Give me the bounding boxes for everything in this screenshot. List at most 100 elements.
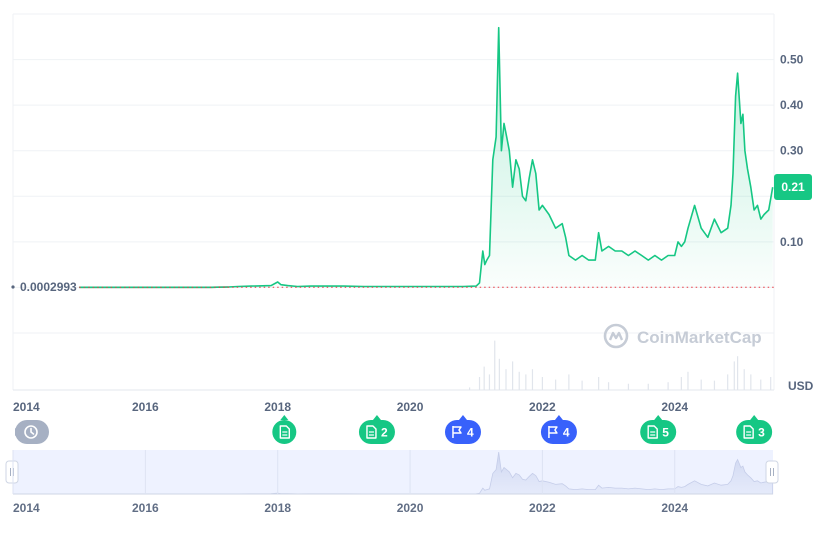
volume-bar	[647, 383, 649, 390]
start-price-text: 0.0002993	[20, 280, 77, 294]
clock-history-icon	[24, 425, 38, 439]
event-news-marker[interactable]: 2	[358, 415, 395, 444]
current-price-tag: 0.21	[774, 174, 812, 200]
volume-bars	[469, 340, 772, 390]
volume-bar	[555, 379, 557, 390]
volume-bar	[518, 371, 520, 390]
events-row: 2 4 4 5 3	[272, 415, 773, 444]
event-marker-pointer	[280, 415, 289, 420]
navigator-x-tick-label: 2018	[264, 501, 291, 515]
price-line[interactable]	[79, 26, 774, 289]
x-tick-label: 2020	[397, 400, 424, 414]
volume-bar	[713, 380, 716, 390]
volume-bar	[478, 377, 481, 390]
event-count: 4	[563, 426, 570, 440]
navigator-x-tick-label: 2022	[529, 501, 556, 515]
volume-bar	[627, 383, 630, 390]
start-price-label: 0.0002993	[11, 280, 77, 294]
event-count: 4	[467, 426, 474, 440]
event-flag-marker[interactable]: 4	[444, 415, 481, 444]
flag-icon	[548, 426, 558, 438]
event-marker-pointer	[750, 415, 759, 420]
volume-bar	[469, 387, 471, 390]
start-price-dot	[11, 285, 15, 289]
volume-bar	[770, 377, 772, 390]
event-marker-body	[358, 420, 395, 444]
navigator-left-handle[interactable]	[5, 460, 19, 484]
volume-bar	[680, 377, 682, 390]
event-marker-body	[736, 420, 773, 444]
flag-icon	[452, 426, 462, 438]
volume-bar	[541, 377, 543, 390]
volume-bar	[737, 356, 739, 390]
volume-bar	[607, 382, 610, 390]
volume-bar	[483, 366, 485, 390]
current-price-text: 0.21	[781, 180, 805, 194]
event-marker-body	[540, 420, 577, 444]
drag-handle-icon	[770, 468, 774, 476]
volume-bar	[581, 380, 583, 390]
current-price-box	[774, 174, 812, 200]
event-news-marker[interactable]	[272, 415, 297, 444]
y-tick-label: 0.50	[780, 53, 804, 67]
x-tick-label: 2018	[264, 400, 291, 414]
volume-bar	[512, 361, 514, 390]
volume-bar	[760, 379, 762, 390]
range-navigator[interactable]	[5, 450, 779, 495]
volume-bar	[598, 377, 600, 390]
y-tick-label: 0.40	[780, 98, 804, 112]
y-tick-label: 0.30	[780, 144, 804, 158]
x-tick-label: 2016	[132, 400, 159, 414]
coinmarketcap-watermark: CoinMarketCap	[603, 323, 762, 349]
price-area	[79, 27, 773, 288]
event-marker-body	[444, 420, 481, 444]
event-marker-pointer	[372, 415, 381, 420]
volume-bar	[733, 361, 735, 390]
x-tick-label: 2014	[13, 400, 40, 414]
volume-bar	[727, 374, 729, 390]
navigator-x-tick-label: 2024	[661, 501, 688, 515]
volume-bar	[568, 374, 570, 390]
volume-bar	[494, 340, 496, 390]
navigator-background	[13, 450, 773, 494]
event-marker-pointer	[554, 415, 563, 420]
currency-label: USD	[788, 379, 814, 393]
document-icon	[647, 425, 658, 439]
navigator-x-tick-label: 2020	[397, 501, 424, 515]
event-news-marker[interactable]: 5	[640, 415, 677, 444]
volume-bar	[488, 374, 491, 390]
document-icon	[743, 425, 754, 439]
history-button[interactable]	[15, 420, 49, 444]
event-count: 3	[758, 426, 765, 440]
volume-bar	[498, 358, 500, 390]
y-tick-label: 0.10	[780, 235, 804, 249]
event-news-marker[interactable]: 3	[736, 415, 773, 444]
document-icon	[279, 425, 291, 439]
volume-bar	[505, 369, 507, 390]
volume-bar	[687, 371, 689, 390]
navigator-x-axis: 2014 2016 2018 2020 2022 2024	[13, 501, 688, 515]
volume-bar	[700, 379, 702, 390]
navigator-x-tick-label: 2016	[132, 501, 159, 515]
x-tick-label: 2024	[661, 400, 688, 414]
event-marker-pointer	[458, 415, 467, 420]
navigator-right-handle[interactable]	[765, 460, 779, 484]
event-count: 2	[381, 426, 388, 440]
volume-bar	[667, 382, 669, 390]
coinmarketcap-logo-icon	[603, 323, 629, 349]
volume-bar	[743, 369, 745, 390]
watermark-text: CoinMarketCap	[637, 328, 762, 347]
document-icon	[366, 425, 377, 439]
volume-bar	[525, 374, 527, 390]
y-axis: 0.10 0.30 0.40 0.50	[780, 53, 804, 249]
event-count: 5	[662, 426, 669, 440]
volume-bar	[531, 369, 534, 390]
x-axis: 2014 2016 2018 2020 2022 2024	[13, 400, 688, 414]
event-flag-marker[interactable]: 4	[540, 415, 577, 444]
event-marker-pointer	[654, 415, 663, 420]
event-marker-body	[640, 420, 677, 444]
x-tick-label: 2022	[529, 400, 556, 414]
navigator-x-tick-label: 2014	[13, 501, 40, 515]
volume-bar	[750, 374, 752, 390]
